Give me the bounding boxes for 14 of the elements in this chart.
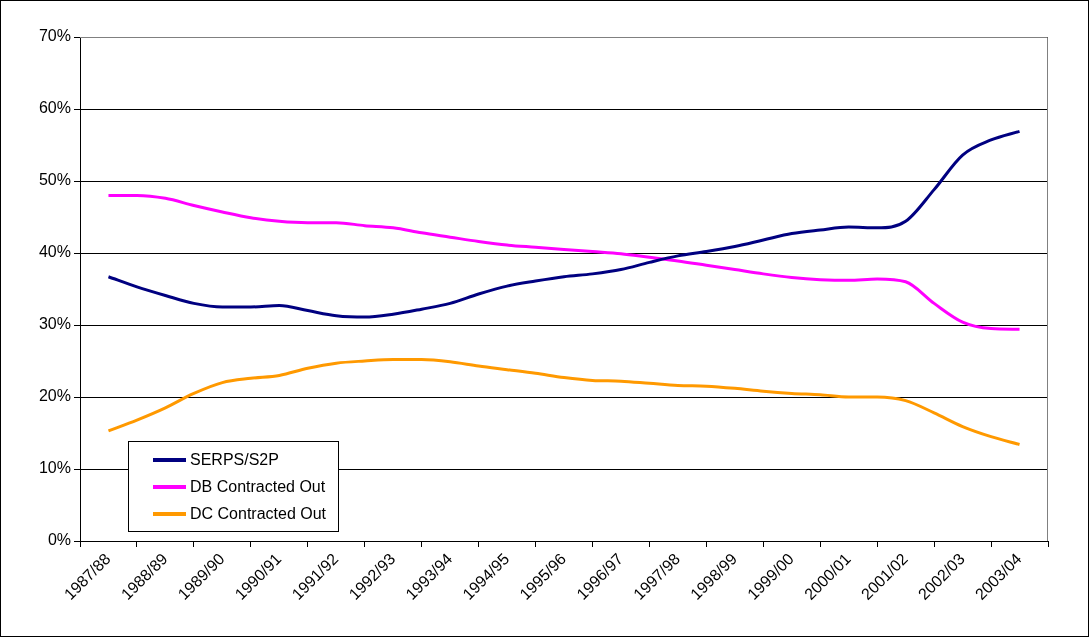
legend-label: DB Contracted Out xyxy=(190,477,326,496)
y-tick-label: 10% xyxy=(38,459,71,477)
line-series xyxy=(106,129,1022,319)
y-tick-label: 40% xyxy=(38,243,71,261)
line-series xyxy=(106,193,1022,331)
y-tick-label: 50% xyxy=(38,171,71,189)
y-tick-label: 0% xyxy=(47,531,71,549)
y-tick-label: 60% xyxy=(38,99,71,117)
legend-label: DC Contracted Out xyxy=(190,504,327,523)
y-tick-label: 30% xyxy=(38,315,71,333)
y-tick-label: 70% xyxy=(38,27,71,45)
y-tick-label: 20% xyxy=(38,387,71,405)
line-series xyxy=(106,358,1022,447)
legend-label: SERPS/S2P xyxy=(190,450,279,469)
